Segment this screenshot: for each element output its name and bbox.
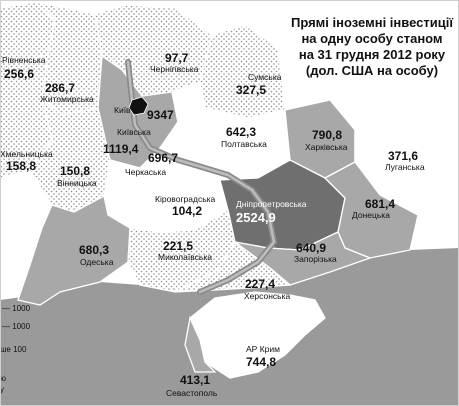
dnipro-river-core [126, 60, 276, 294]
title-line-2: на одну особу станом [301, 31, 442, 46]
dnipro-value: 2524,9 [236, 210, 276, 225]
crimea-value: 744,8 [246, 355, 276, 369]
title-line-1: Прямі іноземні інвестиції [291, 15, 453, 30]
vinnytsia-value: 150,8 [60, 164, 90, 178]
region-donetsk [323, 161, 419, 259]
kharkiv-value: 790,8 [312, 128, 342, 142]
odesa-name: Одеська [80, 257, 114, 267]
legend-label-1: — 1000 [2, 304, 31, 313]
mykolaiv-value: 221,5 [163, 239, 193, 253]
luhansk-value: 371,6 [388, 149, 418, 163]
title-line-3: на 31 грудня 2012 року [299, 47, 446, 62]
sevastopol-value: 413,1 [180, 373, 210, 387]
crimea-name: АР Крим [246, 344, 280, 354]
legend-label-2: — 1000 [2, 322, 31, 331]
legend-label-5: у [0, 385, 4, 394]
region-kherson [174, 241, 292, 293]
luhansk-name: Луганська [385, 162, 425, 172]
cherkasy-name: Черкаська [125, 167, 166, 177]
poltava-name: Полтавська [221, 139, 267, 149]
kharkiv-name: Харківська [305, 142, 348, 152]
zaporizhzhia-value: 640,9 [296, 241, 326, 255]
legend-label-3: ше 100 [0, 345, 27, 354]
regions [0, 0, 459, 379]
kirovohrad-value: 104,2 [172, 204, 202, 218]
odesa-value: 680,3 [79, 243, 109, 257]
zhytomyr-value: 286,7 [45, 81, 75, 95]
region-kyiv-city [128, 96, 149, 116]
legend: — 1000 — 1000 ше 100 ю у [0, 304, 31, 394]
poltava-value: 642,3 [226, 125, 256, 139]
kyiv-city-name: Київ [114, 105, 131, 115]
sevastopol-name: Севастополь [166, 388, 218, 398]
donetsk-name: Донецька [352, 210, 390, 220]
sumy-value: 327,5 [236, 83, 266, 97]
zaporizhzhia-name: Запорізька [294, 254, 337, 264]
rivne-value: 256,6 [4, 67, 34, 81]
chernihiv-value: 97,7 [165, 51, 189, 65]
donetsk-value: 681,4 [365, 197, 395, 211]
region-odesa [17, 195, 131, 306]
kirovohrad-name: Кіровоградська [155, 194, 216, 204]
cherkasy-value: 696,7 [148, 151, 178, 165]
dnipro-name: Дніпропетровська [236, 199, 307, 209]
kherson-name: Херсонська [244, 291, 290, 301]
chernihiv-name: Чернігівська [150, 64, 199, 74]
khmelnytskyi-name: Хмельницька [0, 149, 53, 159]
rivne-name: Рівненська [2, 55, 46, 65]
mykolaiv-name: Миколаївська [158, 252, 212, 262]
zhytomyr-name: Житомирська [40, 94, 94, 104]
vinnytsia-name: Вінницька [57, 178, 97, 188]
sumy-name: Сумська [248, 72, 282, 82]
kherson-value: 227,4 [245, 277, 275, 291]
region-sevastopol [184, 315, 217, 373]
kyiv-oblast-value: 1119,4 [103, 142, 139, 156]
title-line-4: (дол. США на особу) [306, 63, 438, 78]
kyiv-city-value: 9347 [147, 108, 174, 122]
khmelnytskyi-value: 158,8 [6, 159, 36, 173]
kyiv-oblast-name: Київська [117, 127, 151, 137]
legend-label-4: ю [0, 374, 6, 383]
